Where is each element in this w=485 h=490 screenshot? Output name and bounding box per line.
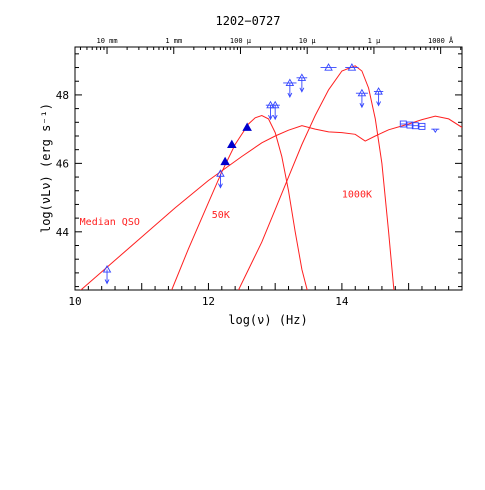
y-tick-label: 46 bbox=[56, 157, 69, 170]
detection-point bbox=[242, 122, 252, 131]
detection-point bbox=[227, 139, 237, 148]
detection-point bbox=[220, 156, 230, 166]
model-curves: Median QSO 50K 1000K bbox=[80, 65, 462, 290]
y-tick-label: 44 bbox=[56, 226, 70, 239]
data-points bbox=[102, 63, 440, 285]
top-axis-label: 10 μ bbox=[299, 37, 317, 45]
flat-triangle-point bbox=[324, 63, 333, 71]
x-tick-label: 14 bbox=[335, 295, 349, 308]
axis-labels: 10 12 14 44 46 48 10 mm 1 mm 100 μ 10 μ 1 μ 1000 Å bbox=[56, 36, 454, 308]
upper-limit-arrowhead bbox=[299, 87, 305, 93]
curve-label: Median QSO bbox=[80, 217, 140, 228]
curve-label: 50K bbox=[212, 210, 230, 221]
x-axis-label: log(ν) (Hz) bbox=[228, 313, 307, 327]
model-curve bbox=[238, 65, 395, 290]
upper-limit-short-point bbox=[432, 128, 438, 133]
top-axis-label: 100 μ bbox=[230, 37, 252, 45]
square-point bbox=[406, 121, 414, 129]
upper-limit-arrowhead bbox=[268, 114, 273, 121]
upper-limit-arrowhead bbox=[287, 92, 293, 98]
top-axis-label: 10 mm bbox=[96, 37, 117, 45]
upper-limit-arrowhead bbox=[376, 101, 381, 107]
model-curve bbox=[171, 114, 308, 290]
curve-label: 1000K bbox=[342, 190, 372, 201]
square-point bbox=[418, 122, 426, 130]
flat-triangle-point bbox=[347, 63, 357, 71]
top-axis-label: 1 μ bbox=[368, 37, 381, 45]
plot-frame bbox=[74, 46, 463, 291]
axis-ticks bbox=[74, 47, 463, 290]
square-point bbox=[411, 122, 419, 130]
top-axis-label: 1 mm bbox=[165, 37, 182, 45]
chart-title: 1202−0727 bbox=[215, 14, 280, 28]
y-axis-label: log(νLν) (erg s⁻¹) bbox=[39, 103, 53, 233]
x-tick-label: 12 bbox=[202, 295, 215, 308]
x-tick-label: 10 bbox=[68, 295, 81, 308]
top-axis-label: 1000 Å bbox=[428, 36, 454, 45]
square-point bbox=[399, 120, 407, 128]
upper-limit-arrowhead bbox=[359, 103, 365, 109]
upper-limit-arrowhead bbox=[104, 279, 110, 285]
model-curve bbox=[80, 115, 462, 290]
upper-limit-arrowhead bbox=[272, 114, 278, 121]
y-tick-label: 48 bbox=[56, 89, 69, 102]
upper-limit-arrowhead bbox=[218, 183, 223, 189]
